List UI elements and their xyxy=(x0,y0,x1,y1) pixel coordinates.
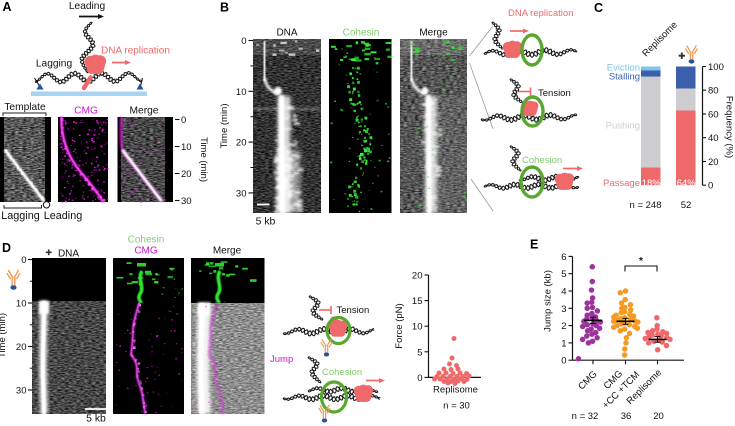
svg-text:Eviction: Eviction xyxy=(607,63,640,74)
svg-text:20: 20 xyxy=(16,342,27,353)
svg-text:Replisome: Replisome xyxy=(433,385,478,396)
svg-text:20: 20 xyxy=(236,138,247,149)
svg-text:10: 10 xyxy=(236,87,247,98)
svg-text:10: 10 xyxy=(16,299,27,310)
svg-text:5: 5 xyxy=(417,347,422,358)
svg-text:CMG: CMG xyxy=(134,246,158,257)
svg-text:CMG: CMG xyxy=(74,106,98,117)
svg-text:Lagging: Lagging xyxy=(1,210,39,222)
svg-text:Jump: Jump xyxy=(270,354,293,365)
svg-text:D: D xyxy=(2,241,11,255)
svg-text:Template: Template xyxy=(4,102,46,113)
svg-text:10: 10 xyxy=(412,322,423,333)
svg-text:DNA: DNA xyxy=(58,249,79,260)
svg-text:DNA replication: DNA replication xyxy=(101,46,170,57)
svg-text:0: 0 xyxy=(181,115,186,126)
svg-text:30: 30 xyxy=(236,188,247,199)
svg-text:20: 20 xyxy=(708,157,719,168)
svg-text:20: 20 xyxy=(412,271,423,282)
svg-text:A: A xyxy=(3,0,12,14)
svg-text:1: 1 xyxy=(561,338,566,349)
svg-text:64%: 64% xyxy=(677,178,697,189)
svg-text:DNA replication: DNA replication xyxy=(508,8,573,19)
svg-text:36: 36 xyxy=(621,411,632,422)
svg-text:18%: 18% xyxy=(642,178,662,189)
svg-text:20: 20 xyxy=(181,169,192,180)
svg-text:Frequency (%): Frequency (%) xyxy=(724,96,735,158)
svg-text:Cohesion: Cohesion xyxy=(322,367,362,378)
svg-text:Merge: Merge xyxy=(419,28,448,39)
svg-text:60: 60 xyxy=(708,110,719,121)
svg-text:5: 5 xyxy=(561,269,566,280)
svg-text:B: B xyxy=(220,1,229,15)
svg-text:Lagging: Lagging xyxy=(36,59,73,70)
svg-text:n = 248: n = 248 xyxy=(630,200,662,211)
svg-text:0: 0 xyxy=(417,373,422,384)
svg-text:Leading: Leading xyxy=(44,210,82,222)
svg-text:3: 3 xyxy=(561,304,566,315)
svg-text:Merge: Merge xyxy=(130,106,159,117)
svg-text:30: 30 xyxy=(16,386,27,397)
svg-text:Tension: Tension xyxy=(337,305,370,316)
svg-text:Cohesion: Cohesion xyxy=(522,155,562,166)
svg-text:E: E xyxy=(530,238,538,252)
svg-text:n = 30: n = 30 xyxy=(443,401,470,412)
svg-text:DNA: DNA xyxy=(276,28,297,39)
svg-text:6: 6 xyxy=(561,252,566,263)
svg-text:100: 100 xyxy=(708,62,724,73)
svg-text:*: * xyxy=(639,256,643,267)
svg-text:40: 40 xyxy=(708,133,719,144)
svg-text:0: 0 xyxy=(21,255,26,266)
svg-text:Passage: Passage xyxy=(603,178,640,189)
svg-text:Jump size (kb): Jump size (kb) xyxy=(543,270,554,332)
svg-text:Cohesin: Cohesin xyxy=(343,28,380,39)
svg-text:2: 2 xyxy=(561,321,566,332)
svg-text:Stalling: Stalling xyxy=(609,72,640,83)
svg-text:80: 80 xyxy=(708,86,719,97)
svg-text:Time (min): Time (min) xyxy=(0,313,8,358)
svg-text:15: 15 xyxy=(412,296,423,307)
svg-text:20: 20 xyxy=(653,411,664,422)
svg-text:Time (min): Time (min) xyxy=(219,103,230,148)
svg-text:Time (min): Time (min) xyxy=(198,137,209,182)
svg-text:0: 0 xyxy=(708,181,713,192)
svg-text:0: 0 xyxy=(241,36,246,47)
svg-text:Leading: Leading xyxy=(69,1,106,12)
svg-text:5 kb: 5 kb xyxy=(256,217,276,228)
svg-text:52: 52 xyxy=(681,200,692,211)
svg-text:30: 30 xyxy=(181,196,192,207)
svg-text:C: C xyxy=(594,1,603,15)
svg-text:Cohesin: Cohesin xyxy=(128,235,165,246)
svg-text:n = 32: n = 32 xyxy=(572,411,599,422)
svg-text:Tension: Tension xyxy=(538,88,571,99)
svg-text:5 kb: 5 kb xyxy=(86,414,106,425)
svg-text:4: 4 xyxy=(561,287,566,298)
svg-text:10: 10 xyxy=(181,142,192,153)
svg-text:Force (pN): Force (pN) xyxy=(394,303,405,348)
svg-text:0: 0 xyxy=(561,356,566,367)
svg-text:Pushing: Pushing xyxy=(606,121,640,132)
svg-text:Merge: Merge xyxy=(213,246,242,257)
